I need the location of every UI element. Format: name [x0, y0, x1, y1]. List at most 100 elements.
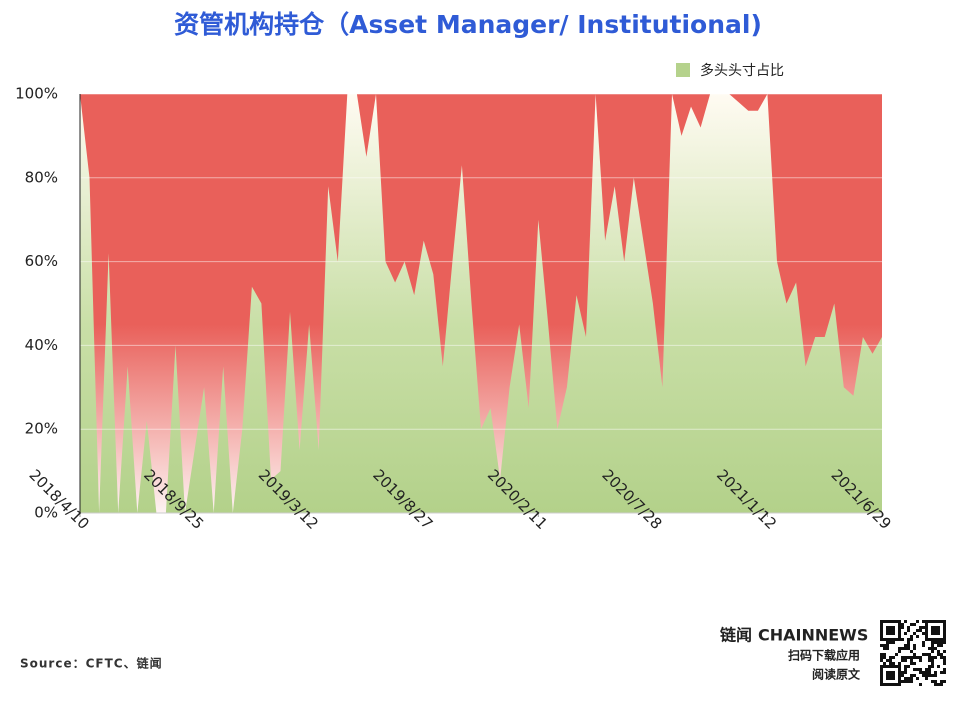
qr-cell [934, 629, 937, 632]
qr-cell [916, 629, 919, 632]
qr-cell [928, 647, 931, 650]
qr-cell [898, 632, 901, 635]
qr-cell [922, 632, 925, 635]
qr-cell [889, 659, 892, 662]
qr-cell [931, 665, 934, 668]
qr-cell [883, 638, 886, 641]
qr-cell [898, 626, 901, 629]
qr-cell [898, 677, 901, 680]
qr-cell [880, 653, 883, 656]
qr-cell [892, 677, 895, 680]
qr-cell [901, 656, 904, 659]
qr-cell [886, 644, 889, 647]
qr-cell [886, 665, 889, 668]
qr-cell [925, 677, 928, 680]
qr-cell [886, 677, 889, 680]
qr-cell [886, 641, 889, 644]
y-tick-label: 80% [25, 168, 58, 186]
qr-cell [907, 647, 910, 650]
qr-cell [892, 620, 895, 623]
qr-cell [880, 665, 883, 668]
qr-cell [889, 674, 892, 677]
qr-cell [913, 662, 916, 665]
qr-cell [907, 629, 910, 632]
qr-cell [922, 653, 925, 656]
qr-cell [943, 641, 946, 644]
qr-cell [910, 680, 913, 683]
qr-cell [940, 644, 943, 647]
qr-cell [934, 683, 937, 686]
qr-cell [904, 647, 907, 650]
qr-cell [892, 674, 895, 677]
qr-cell [943, 656, 946, 659]
qr-cell [913, 656, 916, 659]
qr-cell [919, 683, 922, 686]
qr-cell [901, 623, 904, 626]
qr-cell [931, 626, 934, 629]
qr-cell [904, 620, 907, 623]
qr-cell [892, 629, 895, 632]
qr-cell [934, 626, 937, 629]
qr-cell [913, 653, 916, 656]
qr-cell [919, 671, 922, 674]
qr-cell [922, 644, 925, 647]
qr-cell [904, 644, 907, 647]
qr-cell [898, 674, 901, 677]
qr-cell [886, 632, 889, 635]
qr-cell [910, 656, 913, 659]
qr-cell [886, 629, 889, 632]
qr-cell [898, 650, 901, 653]
footer: Source：CFTC、链闻 链闻 CHAINNEWS 扫码下载应用 阅读原文 [20, 620, 946, 686]
qr-cell [904, 668, 907, 671]
qr-cell [934, 647, 937, 650]
qr-cell [943, 635, 946, 638]
qr-cell [931, 656, 934, 659]
qr-cell [907, 680, 910, 683]
qr-cell [910, 635, 913, 638]
qr-cell [913, 674, 916, 677]
qr-cell [889, 662, 892, 665]
qr-cell [892, 638, 895, 641]
qr-cell [937, 632, 940, 635]
qr-cell [904, 677, 907, 680]
qr-cell [943, 659, 946, 662]
qr-cell [925, 638, 928, 641]
qr-cell [898, 635, 901, 638]
qr-cell [904, 632, 907, 635]
qr-cell [880, 680, 883, 683]
qr-cell [931, 659, 934, 662]
qr-cell [943, 671, 946, 674]
qr-cell [895, 620, 898, 623]
qr-cell [910, 674, 913, 677]
qr-cell [895, 665, 898, 668]
qr-cell [916, 677, 919, 680]
qr-cell [943, 626, 946, 629]
qr-cell [886, 674, 889, 677]
brand-en: CHAINNEWS [758, 626, 868, 645]
qr-cell [889, 632, 892, 635]
qr-cell [883, 647, 886, 650]
read-text: 阅读原文 [812, 667, 861, 682]
qr-cell [925, 623, 928, 626]
qr-cell [904, 665, 907, 668]
qr-cell [928, 665, 931, 668]
qr-cell [919, 659, 922, 662]
qr-cell [880, 638, 883, 641]
qr-cell [883, 662, 886, 665]
qr-cell [901, 659, 904, 662]
qr-cell [928, 671, 931, 674]
qr-cell [931, 662, 934, 665]
qr-cell [904, 656, 907, 659]
qr-cell [898, 683, 901, 686]
qr-cell [937, 641, 940, 644]
qr-cell [889, 629, 892, 632]
qr-cell [937, 629, 940, 632]
qr-cell [892, 641, 895, 644]
qr-cell [883, 644, 886, 647]
qr-cell [880, 620, 883, 623]
qr-cell [934, 656, 937, 659]
qr-code [880, 620, 946, 686]
qr-cell [934, 674, 937, 677]
qr-cell [943, 632, 946, 635]
